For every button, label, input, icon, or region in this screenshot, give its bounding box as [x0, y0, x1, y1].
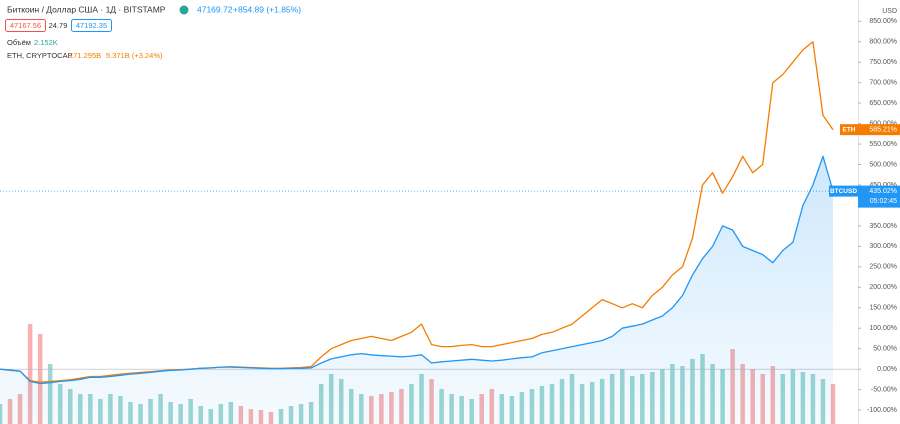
y-tick-label: 300.00%: [869, 243, 897, 250]
axis-unit: USD: [882, 8, 897, 15]
y-tick-label: 0.00%: [877, 366, 897, 373]
badge-layer: BTCUSD 435.02% 05:02:45 ETH 585.21%: [829, 124, 900, 208]
series-line: [0, 41, 834, 383]
last-price: 47169.72: [197, 4, 233, 14]
y-tick-label: 500.00%: [869, 161, 897, 168]
y-tick-label: 100.00%: [869, 325, 897, 332]
y-tick-label: 850.00%: [869, 18, 897, 25]
y-tick-label: 50.00%: [873, 346, 897, 353]
compare-change: 5.371B (+3.24%): [106, 51, 163, 60]
volume-bar: [37, 334, 43, 424]
y-tick-label: 250.00%: [869, 264, 897, 271]
series-line: [0, 155, 834, 385]
y-tick-label: 200.00%: [869, 284, 897, 291]
symbol-title: Биткоин / Доллар США · 1Д · BITSTAMP: [7, 4, 166, 14]
price-change: +854.89 (+1.85%): [233, 4, 301, 14]
series-name-badge: [840, 124, 858, 136]
last-value-badge: [858, 185, 900, 208]
bar-countdown: 05:02:45: [870, 198, 897, 205]
y-tick-label: 750.00%: [869, 59, 897, 66]
compare-label: ETH, CRYPTOCAP: [7, 51, 73, 60]
bid-price: 47167.56: [10, 21, 41, 30]
area: [0, 156, 833, 424]
y-tick-label: -100.00%: [867, 407, 897, 414]
last-value-label: 585.21%: [869, 126, 897, 133]
y-tick-label: 350.00%: [869, 223, 897, 230]
y-tick-label: 600.00%: [869, 120, 897, 127]
y-tick-label: 150.00%: [869, 305, 897, 312]
market-status-icon: [179, 5, 189, 15]
compare-value: 171.295B: [69, 51, 101, 60]
y-tick-label: 550.00%: [869, 141, 897, 148]
y-tick-label: 700.00%: [869, 80, 897, 87]
y-tick-label: 650.00%: [869, 100, 897, 107]
legend-header: Биткоин / Доллар США · 1Д · BITSTAMP 471…: [5, 4, 301, 60]
last-value-badge: [858, 124, 900, 136]
volume-bar: [27, 324, 33, 424]
series-name-label: BTCUSD: [830, 188, 857, 195]
ask-box: [71, 19, 112, 32]
volume-value: 2.152K: [34, 38, 58, 47]
y-tick-label: 450.00%: [869, 182, 897, 189]
y-tick-label: -50.00%: [871, 386, 897, 393]
y-tick-label: 800.00%: [869, 39, 897, 46]
bid-box: [5, 19, 46, 32]
last-value-label: 435.02%: [869, 188, 897, 195]
volume-label: Объём: [7, 38, 31, 47]
spread: 24.79: [49, 21, 68, 30]
ask-price: 47192.35: [76, 21, 107, 30]
series-name-label: ETH: [843, 126, 856, 133]
plot-layer: [0, 41, 858, 424]
series-name-badge: [829, 185, 858, 197]
